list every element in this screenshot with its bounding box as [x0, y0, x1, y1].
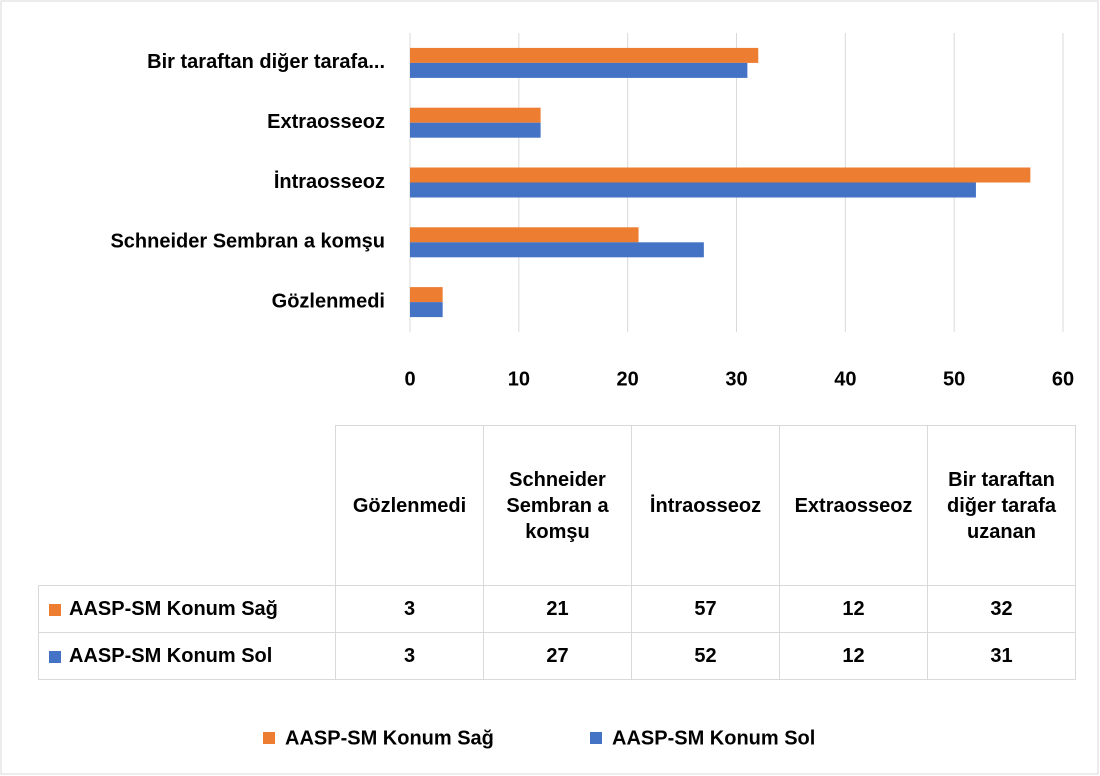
bar	[410, 227, 639, 243]
x-tick-label: 10	[508, 368, 530, 390]
legend-label: AASP-SM Konum Sağ	[285, 727, 494, 749]
table-cell: 31	[927, 632, 1076, 680]
legend-swatch	[590, 732, 602, 744]
table-header: Schneider Sembran a komşu	[483, 425, 632, 586]
bar	[410, 47, 759, 63]
table-header-row: Gözlenmedi Schneider Sembran a komşu İntra…	[39, 425, 1076, 586]
y-tick-label: Gözlenmedi	[272, 290, 385, 312]
table-row-header: AASP-SM Konum Sol	[38, 632, 336, 680]
bar	[410, 287, 443, 303]
table-cell: 12	[779, 585, 928, 633]
table-cell: 3	[335, 632, 484, 680]
row-label: AASP-SM Konum Sağ	[69, 598, 278, 620]
y-tick-label: Extraosseoz	[267, 111, 385, 133]
legend-label: AASP-SM Konum Sol	[612, 727, 815, 749]
bar	[410, 62, 748, 78]
table-header: Gözlenmedi	[335, 425, 484, 586]
bar	[410, 302, 443, 318]
x-tick-label: 30	[725, 368, 747, 390]
bar	[410, 167, 1031, 183]
bar	[410, 242, 704, 258]
table-row: AASP-SM Konum Sol 3 27 52 12 31	[38, 632, 1076, 680]
x-tick-label: 20	[617, 368, 639, 390]
table-cell: 52	[631, 632, 780, 680]
y-tick-label: Bir taraftan diğer tarafa...	[147, 51, 385, 73]
x-tick-label: 60	[1052, 368, 1074, 390]
table-cell: 27	[483, 632, 632, 680]
x-tick-label: 50	[943, 368, 965, 390]
table-row-header: AASP-SM Konum Sağ	[38, 585, 336, 633]
x-tick-label: 0	[404, 368, 415, 390]
bar	[410, 107, 541, 123]
table-row: AASP-SM Konum Sağ 3 21 57 12 32	[38, 585, 1076, 633]
table-cell: 3	[335, 585, 484, 633]
table-cell: 57	[631, 585, 780, 633]
table-header: Extraosseoz	[779, 425, 928, 586]
legend-swatch	[49, 650, 61, 663]
data-table: Gözlenmedi Schneider Sembran a komşu İntra…	[38, 425, 1076, 680]
table-header: Bir taraftan diğer tarafa uzanan	[927, 425, 1076, 586]
table-cell: 12	[779, 632, 928, 680]
x-tick-label: 40	[834, 368, 856, 390]
table-corner	[39, 426, 336, 586]
row-label: AASP-SM Konum Sol	[69, 645, 273, 667]
bar	[410, 122, 541, 138]
legend-swatch	[263, 732, 275, 744]
table-header: İntraosseoz	[631, 425, 780, 586]
y-tick-label: İntraosseoz	[274, 170, 385, 193]
bar	[410, 182, 976, 198]
y-tick-label: Schneider Sembran a komşu	[110, 231, 385, 253]
table-cell: 32	[927, 585, 1076, 633]
table-cell: 21	[483, 585, 632, 633]
legend-swatch	[49, 603, 61, 616]
